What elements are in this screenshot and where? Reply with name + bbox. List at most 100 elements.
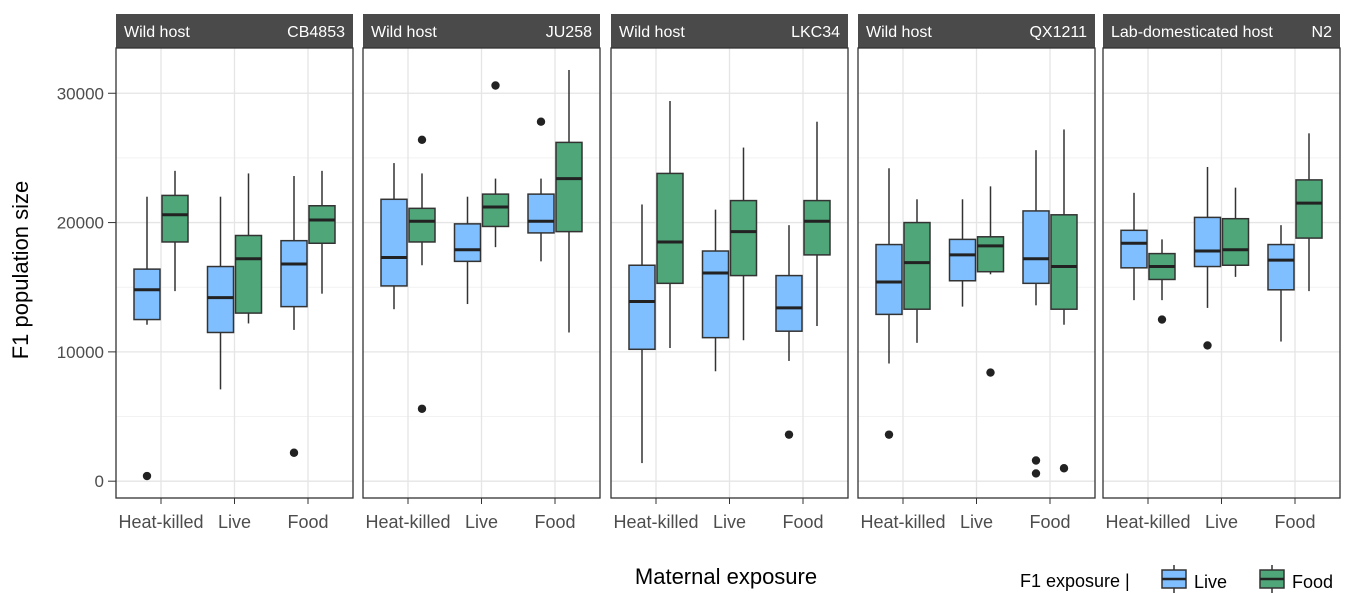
- box-food: [481, 81, 510, 248]
- box-iqr: [555, 141, 583, 233]
- y-tick-label: 10000: [57, 343, 104, 362]
- x-tick-label: Live: [960, 512, 993, 532]
- box-iqr: [453, 223, 482, 263]
- x-tick-label: Food: [287, 512, 328, 532]
- box-iqr: [1120, 229, 1148, 269]
- facet-strip-left-label: Wild host: [124, 24, 190, 41]
- box-live: [875, 168, 903, 439]
- box-iqr: [234, 234, 263, 314]
- x-tick-label: Heat-killed: [613, 512, 698, 532]
- outlier-point: [784, 430, 794, 439]
- box-food: [656, 101, 684, 348]
- box-iqr: [775, 274, 803, 332]
- box-live: [775, 225, 803, 439]
- box-iqr: [133, 268, 161, 321]
- box-food: [976, 186, 1005, 377]
- box-food: [1050, 129, 1078, 473]
- box-live: [948, 199, 977, 307]
- outlier-point: [417, 404, 427, 413]
- facet-strip-right-label: LKC34: [791, 24, 840, 41]
- x-tick-label: Food: [1029, 512, 1070, 532]
- facet-strip-right-label: JU258: [546, 24, 592, 41]
- box-live: [628, 204, 656, 464]
- box-food: [1148, 239, 1176, 324]
- box-iqr: [206, 265, 235, 334]
- box-iqr: [1022, 210, 1050, 285]
- box-live: [133, 196, 161, 481]
- box-live: [701, 209, 730, 372]
- box-iqr: [656, 172, 684, 285]
- x-tick-label: Heat-killed: [1105, 512, 1190, 532]
- outlier-point: [1031, 469, 1041, 478]
- outlier-point: [289, 448, 299, 457]
- outlier-point: [1059, 464, 1069, 473]
- box-iqr: [875, 243, 903, 316]
- box-food: [729, 147, 758, 341]
- x-tick-label: Heat-killed: [365, 512, 450, 532]
- box-food: [803, 121, 831, 327]
- legend-item-food: Food: [1259, 565, 1333, 593]
- facet-strip-left-label: Wild host: [371, 24, 437, 41]
- facet-strip-left-label: Lab-domesticated host: [1111, 24, 1273, 41]
- facet-strip: [363, 14, 600, 48]
- box-iqr: [308, 205, 336, 245]
- facet-strip: [858, 14, 1095, 48]
- box-iqr: [1193, 216, 1222, 268]
- box-live: [206, 196, 235, 390]
- box-iqr: [1050, 214, 1078, 310]
- facet-strip: [1103, 14, 1340, 48]
- facet-strip: [116, 14, 353, 48]
- facet-panel: Wild host LKC34 Heat-killed Live Food: [610, 14, 849, 532]
- box-live: [1267, 225, 1295, 342]
- box-iqr: [628, 264, 656, 351]
- box-iqr: [408, 207, 436, 243]
- x-tick-label: Live: [218, 512, 251, 532]
- box-iqr: [527, 193, 555, 234]
- box-live: [1022, 150, 1050, 478]
- facet-panel: Wild host CB4853 Heat-killed Live Food: [115, 14, 354, 532]
- x-tick-label: Live: [465, 512, 498, 532]
- box-food: [1221, 187, 1250, 277]
- facet-strip-right-label: QX1211: [1029, 24, 1087, 41]
- outlier-point: [536, 117, 546, 126]
- y-axis-label: F1 population size: [8, 181, 33, 360]
- x-tick-label: Heat-killed: [860, 512, 945, 532]
- legend-label: Live: [1194, 572, 1227, 592]
- box-food: [555, 69, 583, 333]
- box-iqr: [903, 221, 931, 310]
- facet-strip-left-label: Wild host: [619, 24, 685, 41]
- box-live: [280, 176, 308, 457]
- box-live: [453, 196, 482, 305]
- box-live: [527, 117, 555, 262]
- x-axis-label: Maternal exposure: [635, 564, 817, 589]
- facet-panel: Lab-domesticated host N2 Heat-killed Live Fo…: [1102, 14, 1341, 532]
- box-food: [1295, 133, 1323, 292]
- y-tick-label: 0: [95, 472, 104, 491]
- box-food: [308, 170, 336, 294]
- box-live: [1120, 192, 1148, 301]
- outlier-point: [417, 135, 427, 145]
- box-iqr: [280, 239, 308, 308]
- x-tick-label: Heat-killed: [118, 512, 203, 532]
- outlier-point: [986, 368, 995, 377]
- box-food: [408, 135, 436, 413]
- x-tick-label: Food: [534, 512, 575, 532]
- legend-label: Food: [1292, 572, 1333, 592]
- legend-item-live: Live: [1161, 565, 1227, 593]
- box-iqr: [701, 250, 730, 339]
- facet-strip-left-label: Wild host: [866, 24, 932, 41]
- outlier-point: [1031, 456, 1041, 465]
- box-iqr: [1267, 243, 1295, 291]
- box-iqr: [803, 199, 831, 256]
- y-tick-label: 30000: [57, 84, 104, 103]
- legend: F1 exposure | Live Food: [1020, 565, 1333, 593]
- x-tick-label: Live: [1205, 512, 1238, 532]
- box-iqr: [161, 194, 189, 243]
- box-food: [161, 170, 189, 292]
- x-tick-label: Food: [782, 512, 823, 532]
- legend-title: F1 exposure |: [1020, 571, 1130, 591]
- box-food: [903, 199, 931, 343]
- box-iqr: [729, 199, 758, 277]
